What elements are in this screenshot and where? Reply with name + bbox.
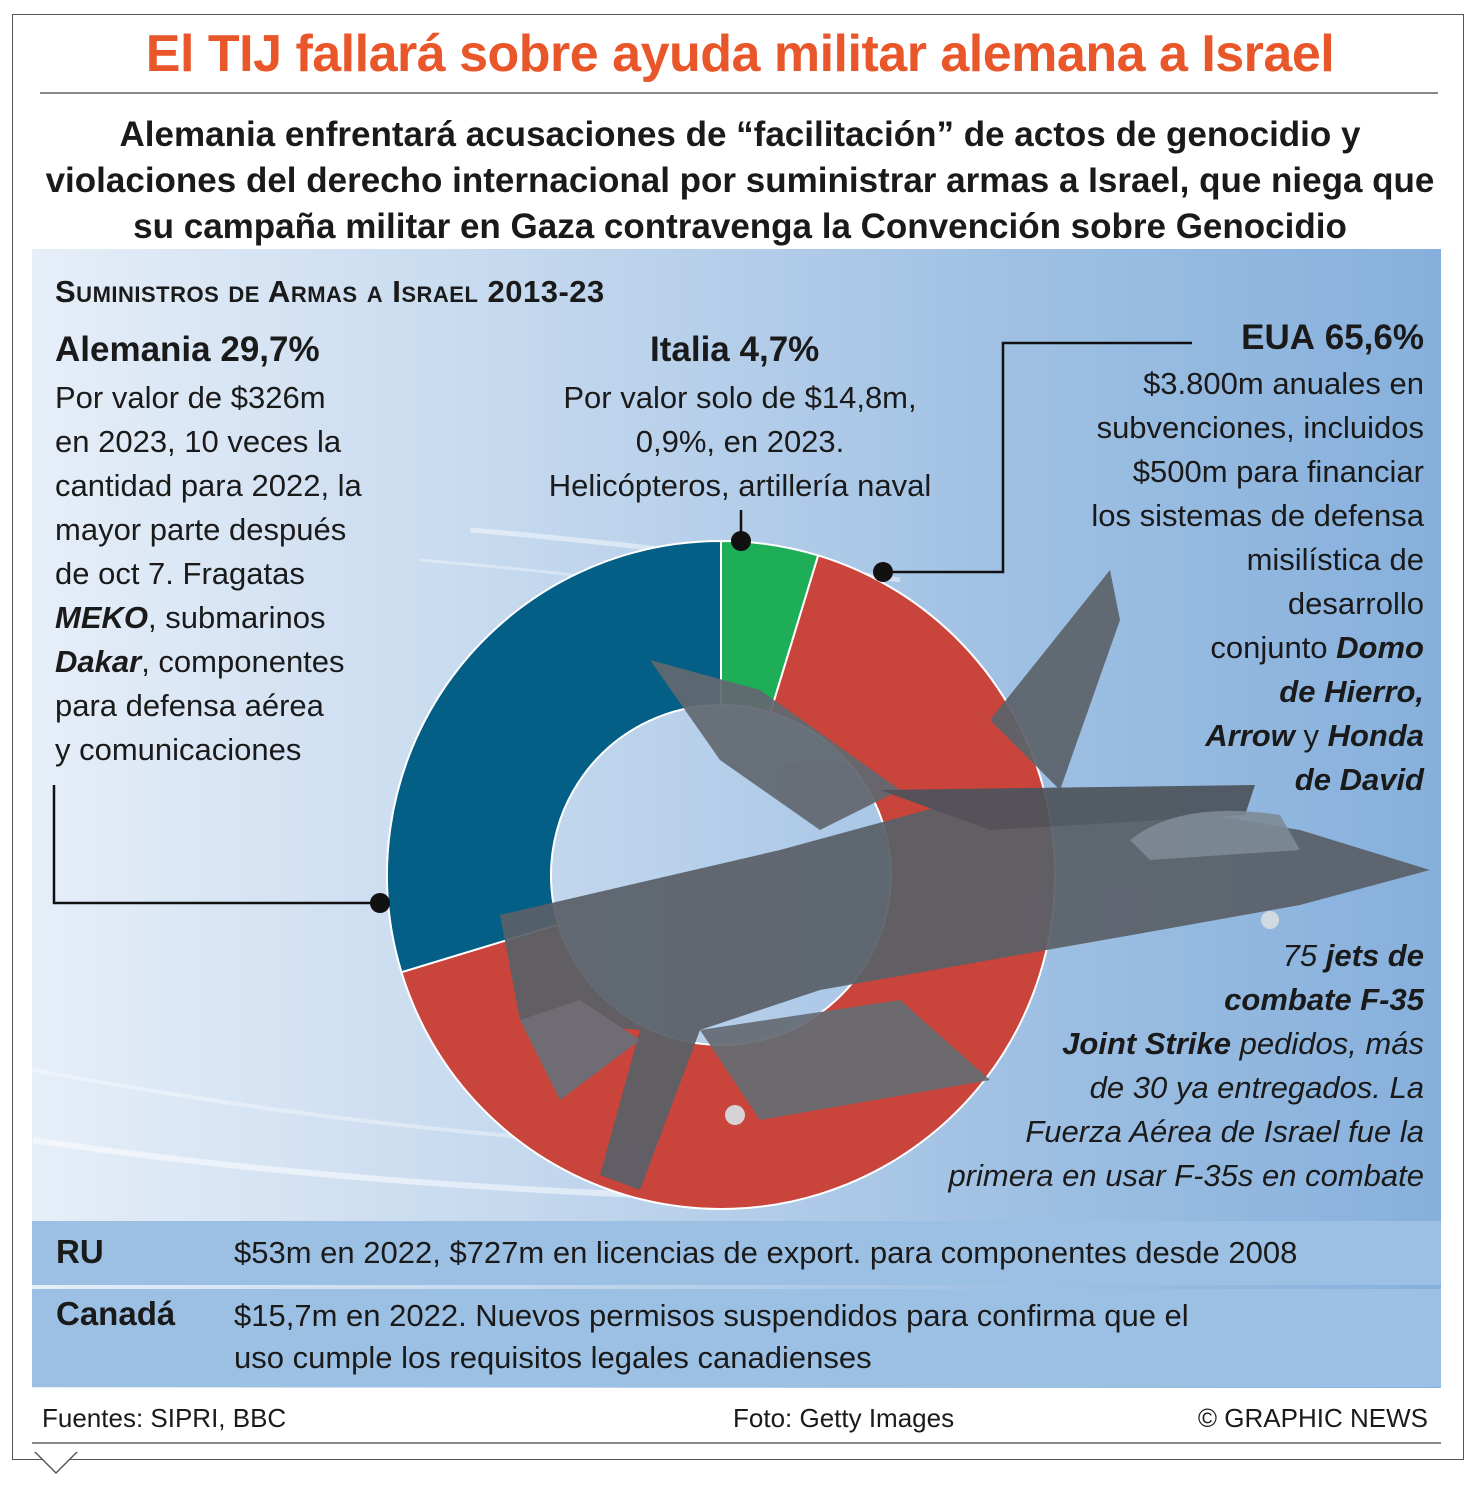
italy-heading: Italia 4,7% (650, 330, 819, 370)
germany-line: cantidad para 2022, la (55, 468, 362, 503)
frame-notch-inner (36, 1452, 76, 1472)
photo-credit: Foto: Getty Images (733, 1403, 955, 1433)
germany-line: de oct 7. Fragatas (55, 556, 305, 591)
usa-name: EUA (1241, 318, 1316, 357)
usa-line: $500m para financiar (1132, 454, 1424, 489)
sources-credit: Fuentes: SIPRI, BBC (42, 1403, 287, 1433)
germany-line: para defensa aérea (55, 688, 324, 723)
usa-y: y (1294, 718, 1328, 753)
domo-label: Domo (1336, 630, 1424, 665)
marker-italy (731, 531, 751, 551)
f35-line: primera en usar F-35s en combate (948, 1158, 1424, 1193)
f35-caption: 75 jets de combate F-35 Joint Strike ped… (904, 934, 1424, 1198)
usa-line: subvenciones, incluidos (1096, 410, 1424, 445)
usa-description: $3.800m anuales en subvenciones, incluid… (1004, 362, 1424, 802)
chart-section-title: Suministros de Armas a Israel 2013-23 (55, 274, 605, 309)
usa-line: conjunto Domo (1004, 626, 1424, 670)
germany-line: y comunicaciones (55, 732, 302, 767)
germany-submarinos: , submarinos (148, 600, 326, 635)
italy-line: 0,9%, en 2023. (635, 424, 845, 459)
canada-line: $15,7m en 2022. Nuevos permisos suspendi… (234, 1298, 1189, 1333)
usa-line: los sistemas de defensa (1091, 498, 1424, 533)
arrow-label: Arrow (1205, 718, 1295, 753)
hierro-label: de Hierro, (1279, 674, 1424, 709)
uk-row: RU $53m en 2022, $727m en licencias de e… (32, 1221, 1441, 1285)
usa-line: $3.800m anuales en (1143, 366, 1424, 401)
usa-line: Arrow y Honda (1004, 714, 1424, 758)
germany-line: mayor parte después (55, 512, 347, 547)
uk-label: RU (56, 1233, 104, 1270)
usa-heading: EUA 65,6% (1241, 318, 1424, 358)
f35-line: Fuerza Aérea de Israel fue la (1025, 1114, 1424, 1149)
f35-line: de 30 ya entregados. La (1089, 1070, 1424, 1105)
canada-line: uso cumple los requisitos legales canadi… (234, 1340, 872, 1375)
f35-jets: jets de (1325, 938, 1424, 973)
f35-line: combate F-35 (904, 978, 1424, 1022)
germany-line: MEKO, submarinos (55, 596, 475, 640)
f35-line: 75 jets de (904, 934, 1424, 978)
meko-label: MEKO (55, 600, 148, 635)
graphic-news-credit: © GRAPHIC NEWS (1197, 1403, 1428, 1433)
italy-description: Por valor solo de $14,8m, 0,9%, en 2023.… (505, 376, 975, 508)
germany-componentes: , componentes (141, 644, 345, 679)
germany-name: Alemania (55, 330, 211, 369)
germany-line: Por valor de $326m (55, 380, 326, 415)
uk-text: $53m en 2022, $727m en licencias de expo… (234, 1235, 1298, 1270)
germany-description: Por valor de $326m en 2023, 10 veces la … (55, 376, 475, 772)
dakar-label: Dakar (55, 644, 142, 679)
page-subtitle: Alemania enfrentará acusaciones de “faci… (45, 115, 1435, 246)
canada-text: $15,7m en 2022. Nuevos permisos suspendi… (234, 1295, 1189, 1379)
usa-conjunto: conjunto (1210, 630, 1337, 665)
f35-pedidos: pedidos, más (1231, 1026, 1424, 1061)
canada-label: Canadá (56, 1295, 176, 1332)
donut-slice-alemania (386, 539, 722, 974)
page-title: El TIJ fallará sobre ayuda militar alema… (145, 25, 1335, 83)
usa-line: de David (1004, 758, 1424, 802)
f35-joint-strike: Joint Strike (1062, 1026, 1231, 1061)
germany-line: en 2023, 10 veces la (55, 424, 342, 459)
usa-line: de Hierro, (1004, 670, 1424, 714)
honda-label: Honda (1327, 718, 1424, 753)
f35-model: combate F-35 (1224, 982, 1424, 1017)
marker-usa (873, 562, 893, 582)
italy-name: Italia (650, 330, 730, 369)
italy-pct: 4,7% (739, 330, 820, 369)
f35-jet-image (500, 570, 1430, 1190)
footer-divider (32, 1442, 1441, 1444)
germany-pct: 29,7% (220, 330, 320, 369)
germany-line: Dakar, componentes (55, 640, 475, 684)
leader-germany (52, 785, 380, 905)
usa-line: desarrollo (1287, 586, 1424, 621)
italy-line: Por valor solo de $14,8m, (563, 380, 917, 415)
canada-row: Canadá $15,7m en 2022. Nuevos permisos s… (32, 1289, 1441, 1387)
marker-germany (370, 893, 390, 913)
f35-count: 75 (1282, 938, 1326, 973)
italy-line: Helicópteros, artillería naval (548, 468, 932, 503)
leader-usa (883, 341, 1192, 574)
title-divider (40, 92, 1438, 94)
usa-line: misilística de (1246, 542, 1424, 577)
f35-line: Joint Strike pedidos, más (904, 1022, 1424, 1066)
usa-pct: 65,6% (1324, 318, 1424, 357)
david-label: de David (1294, 762, 1424, 797)
germany-heading: Alemania 29,7% (55, 330, 320, 370)
